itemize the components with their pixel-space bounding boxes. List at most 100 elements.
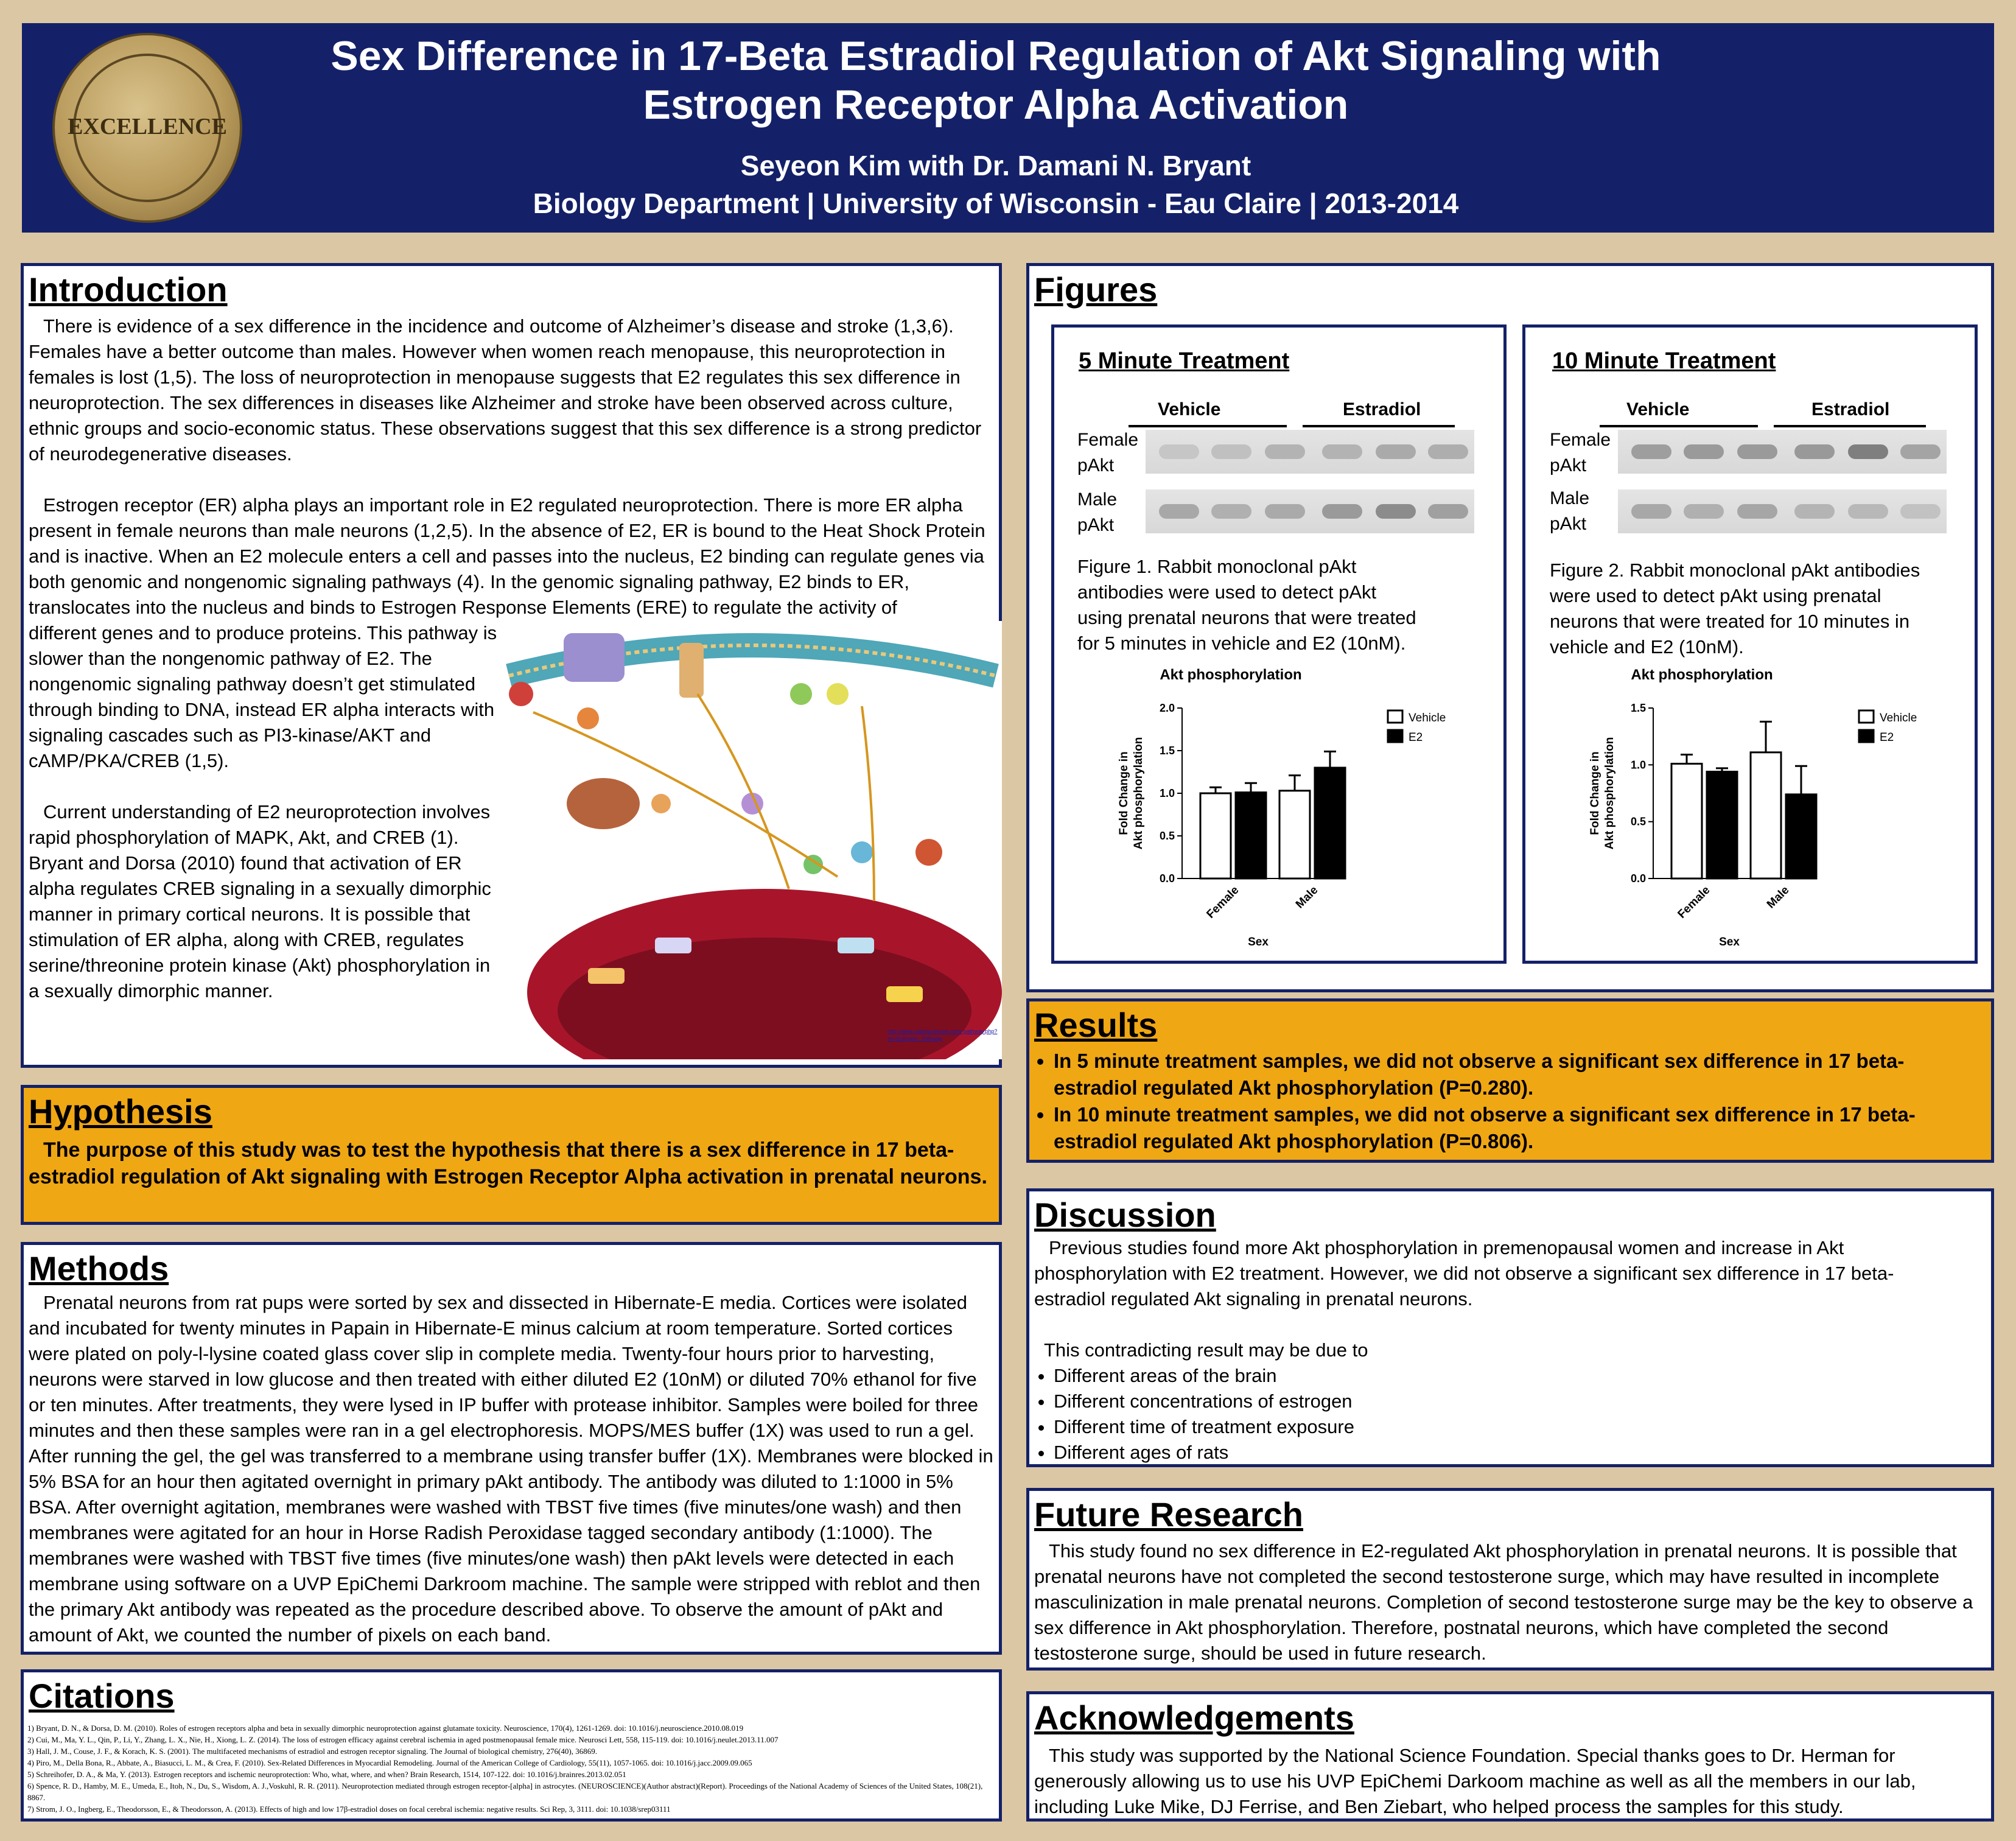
figure1-female-label: Female pAkt xyxy=(1077,430,1139,475)
citation-item: 4) Piro, M., Della Bona, R., Abbate, A.,… xyxy=(27,1758,752,1767)
discussion-title: Discussion xyxy=(1034,1196,1216,1234)
y-tick-label: 1.5 xyxy=(1631,702,1646,714)
citations-list: 1) Bryant, D. N., & Dorsa, D. M. (2010).… xyxy=(27,1722,994,1815)
bar-e2-female xyxy=(1706,771,1738,880)
introduction-text-top: There is evidence of a sex difference in… xyxy=(29,314,996,620)
legend-swatch-vehicle xyxy=(1387,709,1404,724)
legend-label-vehicle: Vehicle xyxy=(1880,712,1917,724)
acknowledgements-text: This study was supported by the National… xyxy=(1034,1745,1916,1817)
hypothesis-panel: Hypothesis The purpose of this study was… xyxy=(21,1085,1002,1225)
poster-header: EXCELLENCE Sex Difference in 17-Beta Est… xyxy=(22,23,1994,233)
bar-e2-male xyxy=(1314,766,1346,880)
pathway-illustration xyxy=(506,633,1002,1096)
methods-title: Methods xyxy=(29,1249,169,1288)
bar-e2-male xyxy=(1785,793,1818,880)
result-item: In 5 minute treatment samples, we did no… xyxy=(1054,1048,1985,1101)
x-axis-label: Sex xyxy=(1248,936,1269,949)
introduction-text-left: different genes and to produce proteins.… xyxy=(29,620,497,1004)
x-tick-label: Male xyxy=(1765,884,1792,911)
figure2-male-blot xyxy=(1618,489,1947,533)
poster-title-line1: Sex Difference in 17-Beta Estradiol Regu… xyxy=(331,33,1661,79)
figure1-bar-chart: Akt phosphorylation 0.0 0.5 1.0 1.5 2.0 Fold C… xyxy=(1118,668,1446,949)
legend-label-e2: E2 xyxy=(1880,731,1894,744)
citation-item: 2) Cui, M., Ma, Y. L., Qin, P., Li, Y., … xyxy=(27,1735,779,1744)
figure2-caption: Figure 2. Rabbit monoclonal pAkt antibod… xyxy=(1550,559,1920,658)
poster-title-line2: Estrogen Receptor Alpha Activation xyxy=(643,82,1349,128)
discussion-paragraph-1: Previous studies found more Akt phosphor… xyxy=(1034,1237,1894,1310)
acknowledgements-panel: Acknowledgements This study was supporte… xyxy=(1026,1691,1994,1822)
seal-ring xyxy=(73,54,222,202)
y-tick-label: 0.5 xyxy=(1160,830,1175,842)
figure2-heading: 10 Minute Treatment xyxy=(1552,348,1776,374)
estrogen-pathway-diagram: http://www.sabiosciences.com/ pathway.ph… xyxy=(497,621,1002,1096)
legend-label-vehicle: Vehicle xyxy=(1409,712,1446,724)
x-axis-label: Sex xyxy=(1719,936,1740,949)
citation-item: 5) Schreihofer, D. A., & Ma, Y. (2013). … xyxy=(27,1770,626,1779)
estradiol-underline xyxy=(1303,425,1455,427)
figure1-female-blot xyxy=(1146,430,1474,474)
discussion-item: Different time of treatment exposure xyxy=(1054,1414,1959,1440)
x-tick-label: Female xyxy=(1204,884,1241,921)
citation-item: 3) Hall, J. M., Couse, J. F., & Korach, … xyxy=(27,1747,597,1756)
figure2-box: 10 Minute Treatment Vehicle Estradiol Fe… xyxy=(1522,324,1978,964)
discussion-item: Different areas of the brain xyxy=(1054,1363,1959,1389)
chart-title: Akt phosphorylation xyxy=(1160,668,1301,683)
discussion-text: Previous studies found more Akt phosphor… xyxy=(1034,1235,1959,1465)
x-tick-label: Male xyxy=(1293,884,1321,911)
future-research-panel: Future Research This study found no sex … xyxy=(1026,1488,1994,1671)
seal-word: EXCELLENCE xyxy=(68,114,227,139)
citation-item: 6) Spence, R. D., Hamby, M. E., Umeda, E… xyxy=(27,1781,983,1802)
mitochondrion xyxy=(567,778,640,829)
introduction-title: Introduction xyxy=(29,270,228,309)
y-tick-label: 2.0 xyxy=(1160,702,1175,714)
figures-title: Figures xyxy=(1034,270,1158,309)
university-seal-logo: EXCELLENCE xyxy=(52,33,242,223)
legend-swatch-e2 xyxy=(1858,729,1875,743)
discussion-paragraph-2: This contradicting result may be due to xyxy=(1044,1339,1368,1361)
discussion-item: Different concentrations of estrogen xyxy=(1054,1389,1959,1414)
hypothesis-title: Hypothesis xyxy=(29,1092,212,1131)
figure1-estradiol-label: Estradiol xyxy=(1343,399,1421,419)
figure2-male-label: Male pAkt xyxy=(1550,488,1590,534)
figure2-female-blot xyxy=(1618,430,1947,474)
acknowledgements-title: Acknowledgements xyxy=(1034,1699,1354,1737)
y-tick-label: 0.0 xyxy=(1631,872,1646,885)
poster-authors: Seyeon Kim with Dr. Damani N. Bryant xyxy=(740,150,1251,181)
discussion-item: Different ages of rats xyxy=(1054,1440,1959,1465)
figure1-box: 5 Minute Treatment Vehicle Estradiol Fem… xyxy=(1051,324,1507,964)
citations-panel: Citations 1) Bryant, D. N., & Dorsa, D. … xyxy=(21,1669,1002,1822)
discussion-panel: Discussion Previous studies found more A… xyxy=(1026,1188,1994,1467)
figure2-vehicle-label: Vehicle xyxy=(1626,399,1690,419)
y-tick-label: 0.0 xyxy=(1160,872,1175,885)
y-tick-label: 1.5 xyxy=(1160,745,1175,757)
bar-e2-female xyxy=(1234,791,1267,880)
figure2-estradiol-label: Estradiol xyxy=(1811,399,1890,419)
citation-item: 1) Bryant, D. N., & Dorsa, D. M. (2010).… xyxy=(27,1724,744,1733)
figure1-caption: Figure 1. Rabbit monoclonal pAkt antibod… xyxy=(1077,556,1416,654)
results-title: Results xyxy=(1034,1006,1158,1044)
intro-paragraph-2b: different genes and to produce proteins.… xyxy=(29,622,497,771)
intro-paragraph-1: There is evidence of a sex difference in… xyxy=(29,315,982,465)
y-tick-label: 1.0 xyxy=(1160,787,1175,799)
citations-title: Citations xyxy=(29,1677,175,1715)
legend-swatch-vehicle xyxy=(1858,709,1875,724)
results-panel: Results In 5 minute treatment samples, w… xyxy=(1026,998,1994,1163)
future-research-title: Future Research xyxy=(1034,1495,1303,1534)
figure1-male-label: Male pAkt xyxy=(1077,489,1118,535)
bar-vehicle-male xyxy=(1278,790,1311,880)
figures-panel: Figures 5 Minute Treatment Vehicle Estra… xyxy=(1026,263,1994,992)
intro-paragraph-3: Current understanding of E2 neuroprotect… xyxy=(29,801,491,1001)
bar-vehicle-female xyxy=(1199,792,1232,880)
bar-vehicle-female xyxy=(1670,762,1703,880)
legend-label-e2: E2 xyxy=(1409,731,1423,744)
results-list: In 5 minute treatment samples, we did no… xyxy=(1029,1048,1985,1155)
figure2-bar-chart: Akt phosphorylation 0.0 0.5 1.0 1.5 Fold Chan… xyxy=(1589,668,1917,949)
vehicle-underline xyxy=(1600,425,1758,427)
legend-swatch-e2 xyxy=(1387,729,1404,743)
y-tick-label: 0.5 xyxy=(1631,816,1646,828)
intro-paragraph-2: Estrogen receptor (ER) alpha plays an im… xyxy=(29,494,985,618)
y-axis-label: Fold Change in Akt phosphorylation xyxy=(1589,737,1616,850)
chart-title: Akt phosphorylation xyxy=(1631,668,1773,683)
methods-text: Prenatal neurons from rat pups were sort… xyxy=(29,1292,993,1646)
y-axis-label: Fold Change in Akt phosphorylation xyxy=(1118,737,1145,850)
